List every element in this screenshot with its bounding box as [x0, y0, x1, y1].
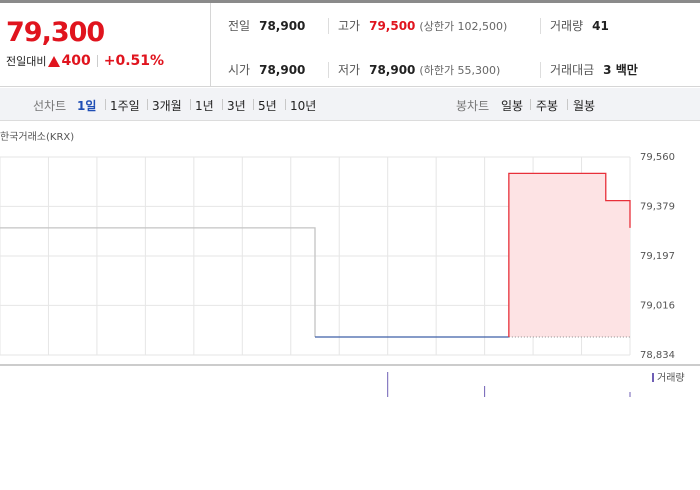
stat: 고가 79,500 (상한가 102,500)	[338, 17, 507, 34]
period-tab[interactable]: 5년	[258, 99, 277, 113]
candle-tab[interactable]: 일봉	[501, 99, 524, 113]
y-tick-label: 79,560	[640, 152, 675, 163]
legend-swatch	[652, 373, 654, 382]
y-tick-label: 79,016	[640, 300, 675, 311]
tab-separator	[285, 99, 286, 110]
period-tab[interactable]: 3년	[227, 99, 246, 113]
change-row: 전일대비 400 +0.51%	[6, 53, 164, 69]
tab-separator	[222, 99, 223, 110]
stat: 전일 78,900	[228, 17, 305, 34]
chart-source: 한국거래소(KRX)	[0, 131, 74, 143]
change-pct: +0.51%	[103, 53, 165, 69]
stat-value: 78,900	[259, 63, 306, 77]
divider	[540, 62, 541, 78]
tab-group-label: 봉차트	[456, 99, 490, 113]
stat-value: 3 백만	[603, 63, 638, 77]
stat-value: 78,900	[369, 63, 416, 77]
price-box: 79,300 전일대비 400 +0.51%	[0, 3, 211, 87]
period-tab[interactable]: 1주일	[110, 99, 140, 113]
volume-bar	[629, 392, 631, 397]
divider	[328, 62, 329, 78]
y-tick-label: 79,197	[640, 251, 675, 262]
up-arrow	[48, 55, 61, 67]
stat-label: 저가	[338, 63, 361, 77]
tab-group-label: 선차트	[33, 99, 67, 113]
tab-separator	[530, 99, 531, 110]
stat-label: 고가	[338, 19, 361, 33]
period-tab[interactable]: 10년	[290, 99, 317, 113]
period-tab[interactable]: 3개월	[152, 99, 182, 113]
stat-label: 시가	[228, 63, 251, 77]
stat-value: 41	[592, 19, 609, 33]
tab-separator	[190, 99, 191, 110]
stat: 시가 78,900	[228, 61, 305, 78]
chart: 한국거래소(KRX) 78,834 79,016 79,197 79,379 79,560…	[0, 131, 700, 397]
price-line	[0, 227, 316, 337]
area-fill	[508, 173, 630, 337]
stat-note: (하한가 55,300)	[419, 64, 501, 77]
divider	[540, 18, 541, 34]
period-tabs: 선차트 1일 1주일 3개월 1년 3년 5년 10년 봉차트 일봉 주봉 월봉	[0, 88, 700, 121]
stat-note: (상한가 102,500)	[419, 20, 508, 33]
y-tick-label: 78,834	[640, 350, 675, 361]
change: 400	[61, 53, 91, 69]
candle-tab[interactable]: 월봉	[573, 99, 596, 113]
period-tab[interactable]: 1일	[77, 99, 97, 113]
stat-value: 78,900	[259, 19, 306, 33]
tab-separator	[147, 99, 148, 110]
stat-label: 거래대금	[550, 63, 595, 77]
stat: 거래량 41	[550, 17, 609, 34]
tab-separator	[105, 99, 106, 110]
volume-bar	[387, 372, 389, 397]
y-tick-label: 79,379	[640, 201, 675, 212]
tab-separator	[253, 99, 254, 110]
tab-separator	[567, 99, 568, 110]
stat: 거래대금 3 백만	[550, 61, 638, 78]
divider	[328, 18, 329, 34]
candle-tab[interactable]: 주봉	[536, 99, 559, 113]
stat-label: 거래량	[550, 19, 584, 33]
price-line	[508, 172, 631, 337]
legend-label: 거래량	[657, 372, 685, 384]
change-label: 전일대비	[6, 55, 47, 68]
stat: 저가 78,900 (하한가 55,300)	[338, 61, 500, 78]
quote-header: 79,300 전일대비 400 +0.51% 전일 78,900 고가 79,500(…	[0, 0, 700, 87]
stat-label: 전일	[228, 19, 251, 33]
volume-bar	[484, 386, 486, 397]
current-price: 79,300	[6, 17, 105, 48]
period-tab[interactable]: 1년	[195, 99, 214, 113]
separator	[96, 55, 98, 67]
stat-value: 79,500	[369, 19, 416, 33]
